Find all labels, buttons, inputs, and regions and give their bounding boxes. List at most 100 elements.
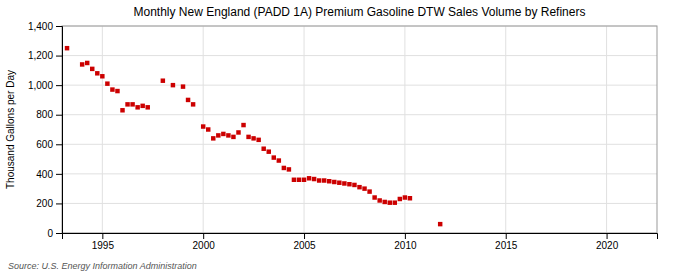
point	[382, 200, 386, 204]
y-tick: 1,000	[28, 80, 62, 91]
y-tick-mark	[56, 115, 62, 116]
y-tick-label: 800	[36, 109, 53, 120]
point	[246, 135, 250, 139]
point	[352, 183, 356, 187]
y-axis: 0 200 400 600 800 1,000 1,200 1,400	[28, 21, 63, 239]
point	[312, 177, 316, 181]
point	[261, 146, 265, 150]
y-tick-mark	[56, 144, 62, 145]
y-tick: 400	[36, 169, 62, 180]
y-tick-mark	[56, 56, 62, 57]
y-tick: 0	[47, 228, 62, 239]
point	[145, 105, 149, 109]
y-tick-label: 400	[36, 169, 53, 180]
plot: 19952000200520102015202002004006008001,0…	[28, 21, 658, 251]
y-tick: 600	[36, 139, 62, 150]
point	[377, 198, 381, 202]
point	[120, 108, 124, 112]
y-grid-line	[62, 203, 657, 204]
y-tick: 200	[36, 198, 62, 209]
point	[393, 200, 397, 204]
y-tick-label: 1,400	[28, 21, 53, 32]
point	[327, 179, 331, 183]
point	[256, 138, 260, 142]
point	[135, 105, 139, 109]
x-tick: 2020	[596, 233, 619, 251]
x-tick: 2010	[394, 233, 417, 251]
point	[110, 87, 114, 91]
y-axis-title: Thousand Gallons per Day	[5, 70, 16, 189]
point	[322, 178, 326, 182]
point	[251, 136, 255, 140]
y-grid-line	[62, 173, 657, 174]
point	[372, 195, 376, 199]
point	[161, 78, 165, 82]
point	[267, 149, 271, 153]
point	[408, 196, 412, 200]
point	[241, 123, 245, 127]
point	[186, 98, 190, 102]
point	[337, 180, 341, 184]
chart: 19952000200520102015202002004006008001,0…	[0, 0, 675, 275]
point	[347, 182, 351, 186]
x-grid-line	[304, 26, 305, 233]
y-tick: 1,200	[28, 50, 62, 61]
x-tick-label: 2020	[596, 240, 619, 251]
point	[206, 127, 210, 131]
x-tick-label: 2000	[193, 240, 216, 251]
source-note: Source: U.S. Energy Information Administ…	[8, 261, 197, 271]
x-tick: 2015	[495, 233, 518, 251]
x-grid-line	[404, 26, 405, 233]
point	[221, 132, 225, 136]
y-grid-line	[62, 55, 657, 56]
x-tick-label: 2010	[394, 240, 417, 251]
x-axis: 199520002005201020152020	[63, 233, 658, 251]
y-tick-label: 600	[36, 139, 53, 150]
x-tick-mark	[506, 233, 507, 239]
point	[211, 136, 215, 140]
x-grid-line	[203, 26, 204, 233]
point	[115, 89, 119, 93]
point	[357, 185, 361, 189]
point	[191, 102, 195, 106]
point	[272, 155, 276, 159]
x-tick: 2000	[193, 233, 216, 251]
x-grid-line	[606, 26, 607, 233]
y-tick-label: 1,000	[28, 80, 53, 91]
plot-frame	[62, 26, 657, 233]
x-grid-line	[505, 26, 506, 233]
point	[362, 186, 366, 190]
x-grid-line	[102, 26, 103, 233]
y-tick-label: 200	[36, 198, 53, 209]
y-tick-mark	[56, 174, 62, 175]
x-tick-mark	[102, 233, 103, 239]
x-tick-mark	[405, 233, 406, 239]
y-tick-mark	[56, 203, 62, 204]
x-tick-mark	[203, 233, 204, 239]
point	[282, 166, 286, 170]
point	[181, 84, 185, 88]
point	[332, 180, 336, 184]
point	[438, 222, 442, 226]
x-tick-mark	[607, 233, 608, 239]
point	[302, 178, 306, 182]
point	[342, 181, 346, 185]
point	[140, 104, 144, 108]
point	[85, 61, 89, 65]
point	[317, 178, 321, 182]
point	[231, 135, 235, 139]
point	[95, 71, 99, 75]
y-tick: 800	[36, 109, 62, 120]
point	[80, 62, 84, 66]
x-tick-mark	[304, 233, 305, 239]
y-tick-label: 1,200	[28, 50, 53, 61]
y-tick-mark	[56, 26, 62, 27]
point	[65, 46, 69, 50]
y-grid-line	[62, 85, 657, 86]
y-grid-line	[62, 144, 657, 145]
point	[100, 74, 104, 78]
point	[403, 195, 407, 199]
point	[201, 124, 205, 128]
point	[292, 178, 296, 182]
y-tick: 1,400	[28, 21, 62, 32]
